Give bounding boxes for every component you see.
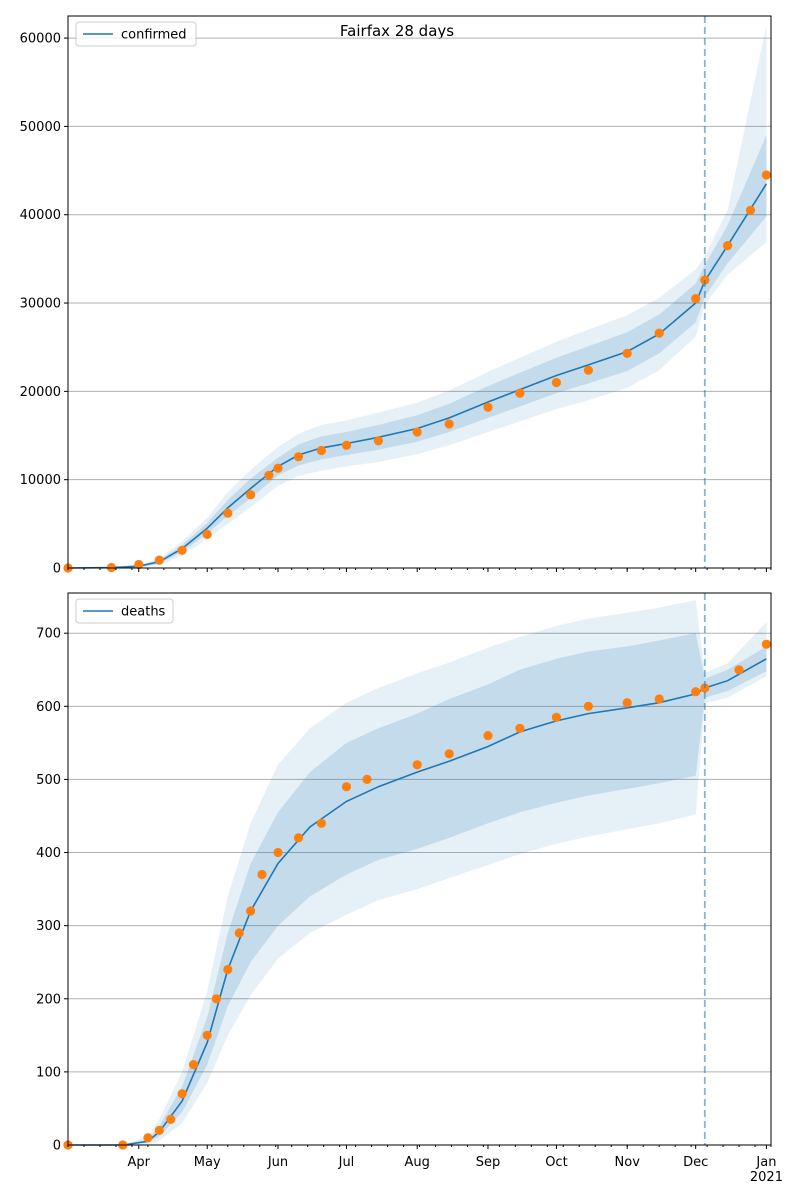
observed-point <box>143 1133 153 1143</box>
observed-point <box>264 470 274 480</box>
y-tick-label: 700 <box>36 627 61 642</box>
y-tick-label: 30000 <box>20 297 61 312</box>
observed-point <box>412 760 422 770</box>
observed-point <box>316 818 326 828</box>
observed-point <box>745 205 756 215</box>
observed-point <box>234 928 244 938</box>
x-tick-label: Dec <box>683 1155 708 1170</box>
y-tick-label: 40000 <box>20 208 61 223</box>
observed-point <box>761 639 772 649</box>
axes-frame <box>67 15 772 569</box>
observed-point <box>246 490 256 500</box>
y-tick-label: 400 <box>36 846 61 861</box>
y-tick-label: 50000 <box>20 120 61 135</box>
legend-box <box>75 21 197 47</box>
observed-point <box>551 377 562 388</box>
observed-point <box>223 508 233 518</box>
observed-point <box>273 463 283 473</box>
observed-point <box>515 723 525 733</box>
observed-point <box>211 994 221 1004</box>
x-tick-label: Sep <box>476 1155 501 1170</box>
x-tick-label: Jun <box>267 1155 288 1170</box>
observed-point <box>444 749 454 759</box>
observed-point <box>293 452 304 462</box>
x-tick-label: May <box>194 1155 221 1170</box>
observed-point <box>691 294 701 304</box>
confidence-band-outer <box>68 256 705 568</box>
observed-point <box>444 419 454 429</box>
observed-point <box>373 436 383 446</box>
series-line-deaths <box>68 658 767 1146</box>
observed-point <box>551 712 562 722</box>
series-line-confirmed <box>67 183 768 569</box>
observed-point <box>293 833 304 843</box>
observed-point <box>166 1114 176 1124</box>
observed-point <box>177 545 187 555</box>
panel-2: 0 100 200 300 400 500 600 700 Apr May Jun Jul Aug Sep… <box>36 592 783 1185</box>
x-tick-label: Jul <box>338 1155 355 1170</box>
y-tick-label: 100 <box>36 1065 61 1080</box>
observed-point <box>154 555 164 565</box>
legend-label: confirmed <box>121 28 187 43</box>
legend-box <box>75 598 174 624</box>
observed-point <box>515 388 525 398</box>
confidence-band-inner <box>704 135 767 297</box>
y-tick-label: 500 <box>36 773 61 788</box>
panel-1: 0 10000 20000 30000 40000 50000 60000 confirmed <box>20 15 772 577</box>
y-tick-label: 0 <box>53 1139 61 1154</box>
observed-point <box>154 1125 164 1135</box>
observed-point <box>134 559 144 570</box>
y-tick-label: 200 <box>36 992 61 1007</box>
observed-point <box>341 782 352 792</box>
observed-point <box>622 348 632 358</box>
y-tick-label: 600 <box>36 700 61 715</box>
observed-point <box>188 1060 199 1070</box>
observed-point <box>483 731 493 741</box>
y-tick-label: 0 <box>53 562 61 577</box>
observed-point <box>734 665 744 675</box>
observed-point <box>483 402 493 412</box>
y-tick-label: 300 <box>36 919 61 934</box>
observed-point <box>177 1089 187 1099</box>
x-tick-label: Apr <box>128 1155 151 1170</box>
y-tick-label: 20000 <box>20 385 61 400</box>
observed-point <box>223 964 233 975</box>
observed-point <box>583 365 594 375</box>
observed-point <box>761 170 772 180</box>
observed-point <box>654 328 664 338</box>
legend-label: deaths <box>121 605 166 620</box>
confidence-band-inner <box>68 633 705 1145</box>
x-tick-label: Jan <box>755 1155 776 1170</box>
observed-point <box>316 445 326 456</box>
x-tick-label: Nov <box>615 1155 641 1170</box>
observed-point <box>362 774 372 785</box>
y-tick-label: 10000 <box>20 473 61 488</box>
observed-point <box>341 440 352 450</box>
confidence-band-outer <box>68 600 705 1145</box>
observed-point <box>273 847 283 858</box>
observed-point <box>202 529 212 540</box>
observed-point <box>257 869 267 880</box>
x-tick-label: 2021 <box>750 1170 783 1185</box>
observed-point <box>723 241 733 251</box>
observed-point <box>202 1030 212 1040</box>
confidence-band-outer <box>704 24 767 305</box>
observed-point <box>583 701 594 711</box>
figure-title: Fairfax 28 days <box>340 22 454 40</box>
observed-point <box>622 698 632 708</box>
y-tick-label: 60000 <box>20 32 61 47</box>
observed-point <box>246 906 256 916</box>
observed-point <box>654 694 664 704</box>
observed-point <box>412 427 422 437</box>
x-tick-label: Aug <box>405 1155 430 1170</box>
observed-point <box>691 687 701 697</box>
x-tick-label: Oct <box>545 1155 567 1170</box>
